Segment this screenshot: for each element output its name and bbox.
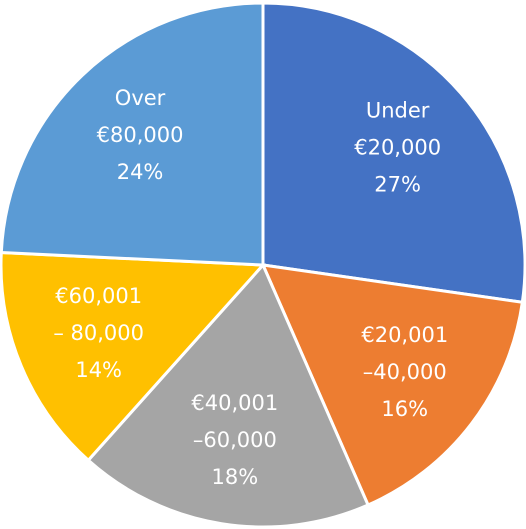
pie-slice (260, 263, 525, 507)
pie-slice (0, 1, 265, 267)
slice-value-label: 24% (117, 160, 164, 184)
slice-label-line: €20,001 (361, 323, 448, 347)
slice-label-line: €20,000 (354, 135, 441, 159)
slice-label-line: – 80,000 (53, 321, 144, 345)
slice-label: Over €80,000 (97, 86, 184, 147)
pie-slice (86, 262, 371, 529)
slice-value-label: 27% (374, 172, 421, 196)
slice-label: Under €20,000 (354, 98, 441, 159)
slice-value-label: 14% (75, 358, 122, 382)
slice-label-line: –60,000 (193, 428, 277, 452)
pie-slice (0, 250, 267, 463)
slice-label: €40,001 –60,000 (191, 391, 278, 452)
slice-label-line: €80,000 (97, 123, 184, 147)
slice-label-line: –40,000 (363, 360, 447, 384)
pie-slice (261, 1, 526, 304)
slice-label: €20,001 –40,000 (361, 323, 448, 384)
slice-value-label: 16% (381, 397, 428, 421)
slice-label-line: €60,001 (55, 284, 142, 308)
slice-value-label: 18% (212, 465, 259, 489)
slice-label: €60,001 – 80,000 (53, 284, 144, 345)
slice-label-line: Under (366, 98, 430, 122)
slice-label-line: Over (115, 86, 166, 110)
slice-label-line: €40,001 (191, 391, 278, 415)
